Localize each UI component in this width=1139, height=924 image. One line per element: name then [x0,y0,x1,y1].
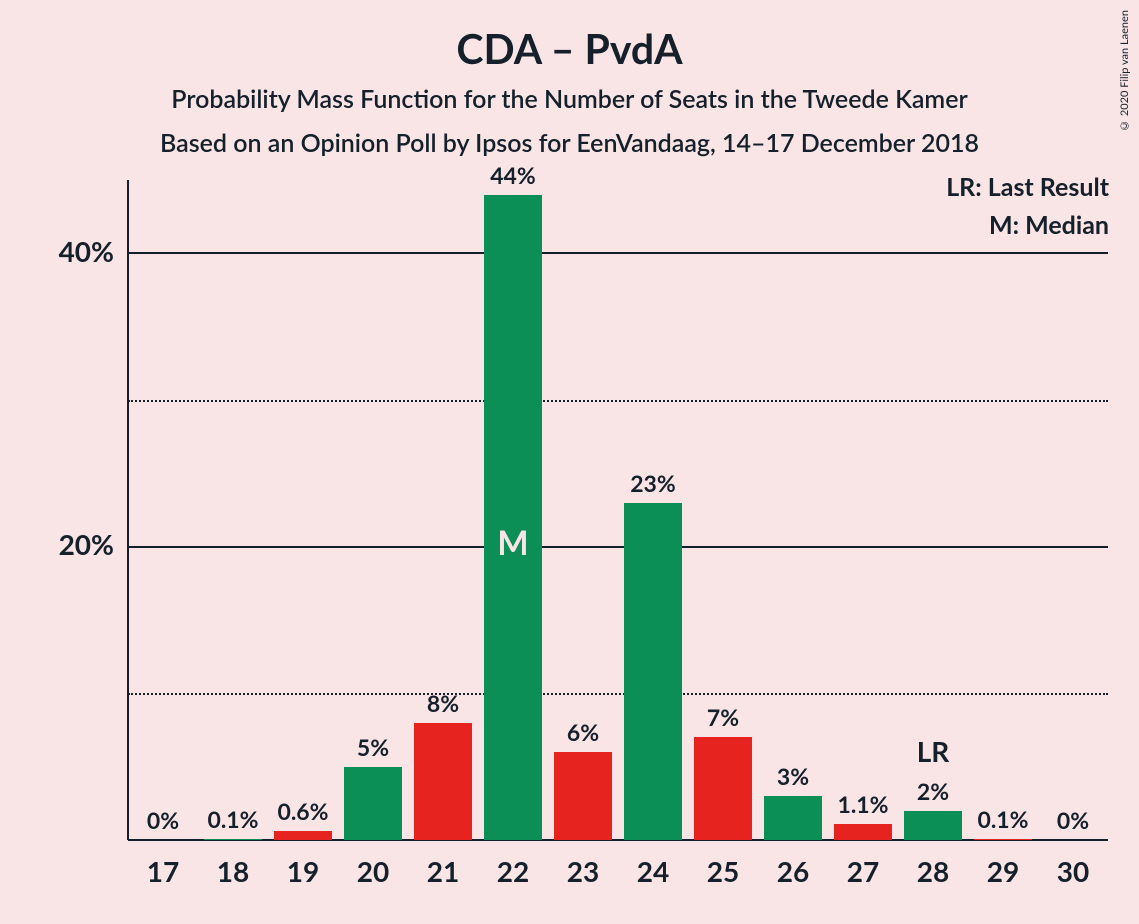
bar-value-label: 6% [544,718,621,746]
x-tick-label: 18 [194,854,271,888]
bar [694,737,751,840]
bar [624,503,681,840]
x-tick-label: 24 [614,854,691,888]
bar [484,195,541,840]
gridline-solid [128,252,1108,254]
y-tick-label: 40% [14,234,114,268]
bar-value-label: 3% [754,762,831,790]
x-tick-label: 27 [824,854,901,888]
bar [204,839,261,840]
bar-value-label: 0% [1034,806,1111,834]
bar [974,839,1031,840]
bar-value-label: 0.6% [264,797,341,825]
bar [904,811,961,840]
chart-subtitle-2: Based on an Opinion Poll by Ipsos for Ee… [0,128,1139,158]
gridline-dotted [128,693,1108,695]
bar-value-label: 0% [124,806,201,834]
x-tick-label: 17 [124,854,201,888]
y-axis-line [127,180,129,840]
bar-value-label: 44% [474,161,551,189]
chart-subtitle-1: Probability Mass Function for the Number… [0,84,1139,114]
x-tick-label: 20 [334,854,411,888]
bar [834,824,891,840]
chart-plot-area: 0%0.1%0.6%5%8%44%M6%23%7%3%1.1%2%LR0.1%0… [128,180,1108,840]
bar-value-label: 7% [684,703,761,731]
bar-value-label: 1.1% [824,790,901,818]
bar [554,752,611,840]
x-tick-label: 21 [404,854,481,888]
bar-value-label: 0.1% [194,805,271,833]
x-tick-label: 22 [474,854,551,888]
chart-title: CDA – PvdA [0,24,1139,73]
bar-value-label: 5% [334,733,411,761]
lr-label: LR [894,734,971,768]
x-tick-label: 23 [544,854,621,888]
bar-value-label: 8% [404,689,481,717]
bar [764,796,821,840]
bar [344,767,401,840]
gridline-solid [128,546,1108,548]
x-tick-label: 30 [1034,854,1111,888]
bar-value-label: 0.1% [964,805,1041,833]
median-label: M [484,523,541,563]
bar-value-label: 23% [614,469,691,497]
x-tick-label: 25 [684,854,761,888]
y-tick-label: 20% [14,527,114,561]
x-tick-label: 28 [894,854,971,888]
x-tick-label: 29 [964,854,1041,888]
bar [414,723,471,840]
x-tick-label: 26 [754,854,831,888]
x-tick-label: 19 [264,854,341,888]
bar [274,831,331,840]
gridline-dotted [128,400,1108,402]
bar-value-label: 2% [894,777,971,805]
copyright-text: © 2020 Filip van Laenen [1118,10,1131,132]
